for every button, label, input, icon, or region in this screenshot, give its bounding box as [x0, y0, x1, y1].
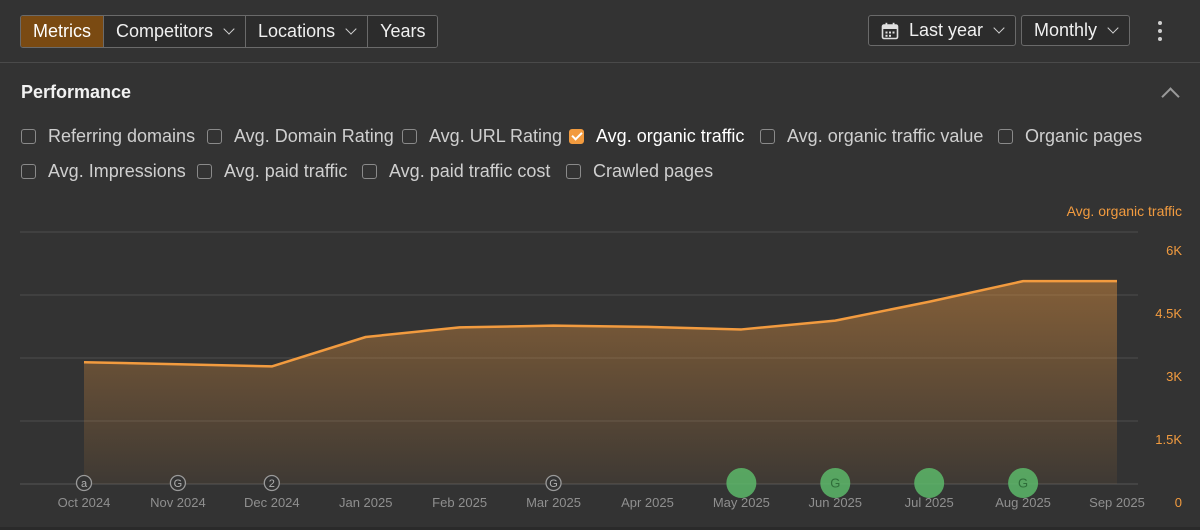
metric-avg-organic-traffic[interactable]: Avg. organic traffic	[569, 126, 744, 147]
calendar-icon	[881, 22, 899, 39]
divider	[0, 527, 1200, 530]
metric-label: Avg. URL Rating	[429, 126, 563, 146]
metric-avg-paid-traffic-cost[interactable]: Avg. paid traffic cost	[362, 161, 550, 182]
x-tick-label: Dec 2024	[244, 495, 300, 510]
checkbox[interactable]	[402, 129, 417, 144]
y-tick-label: 3K	[1166, 369, 1182, 384]
metric-organic-pages[interactable]: Organic pages	[998, 126, 1142, 147]
tab-locations-label: Locations	[258, 21, 336, 41]
toolbar: Metrics Competitors Locations Years Last…	[0, 0, 1200, 63]
series-line	[83, 279, 1117, 368]
y-tick-label: 1.5K	[1155, 432, 1182, 447]
event-marker-label: a	[81, 478, 88, 490]
checkbox[interactable]	[998, 129, 1013, 144]
metric-avg-impressions[interactable]: Avg. Impressions	[21, 161, 186, 182]
metric-crawled-pages[interactable]: Crawled pages	[566, 161, 713, 182]
date-range-label: Last year	[909, 20, 984, 40]
update-marker	[820, 468, 851, 498]
granularity-label: Monthly	[1034, 20, 1098, 40]
x-tick-label: Nov 2024	[150, 495, 206, 510]
x-tick-label: Sep 2025	[1089, 495, 1145, 510]
checkbox[interactable]	[760, 129, 775, 144]
update-marker-label: G	[830, 476, 840, 491]
checkbox[interactable]	[362, 164, 377, 179]
event-marker	[545, 474, 562, 492]
x-tick-label: Jan 2025	[339, 495, 393, 510]
update-marker	[914, 468, 945, 498]
view-tabs: Metrics Competitors Locations Years	[20, 15, 439, 48]
checkbox[interactable]	[21, 129, 36, 144]
update-marker-label: G	[1018, 476, 1028, 491]
checkbox[interactable]	[207, 129, 222, 144]
metric-avg-url-rating[interactable]: Avg. URL Rating	[402, 126, 562, 147]
metric-label: Referring domains	[48, 126, 196, 146]
y-tick-label: 0	[1175, 495, 1182, 510]
update-marker	[726, 468, 757, 498]
metric-label: Avg. Impressions	[48, 161, 186, 181]
tab-metrics-label: Metrics	[33, 21, 91, 41]
tab-years-label: Years	[380, 21, 426, 41]
tab-competitors[interactable]: Competitors	[104, 16, 247, 47]
x-tick-label: Jul 2025	[905, 495, 954, 510]
event-marker-label: 2	[269, 478, 275, 490]
metric-label: Avg. organic traffic value	[787, 126, 984, 146]
date-range-dropdown[interactable]: Last year	[868, 15, 1017, 46]
metric-label: Organic pages	[1025, 126, 1143, 146]
y-tick-label: 6K	[1166, 243, 1182, 258]
y-tick-label: 4.5K	[1155, 306, 1182, 321]
x-tick-label: Jun 2025	[809, 495, 863, 510]
update-marker	[1008, 468, 1039, 498]
more-options-icon[interactable]	[1150, 18, 1170, 44]
metric-label: Crawled pages	[593, 161, 714, 181]
metric-avg-organic-traffic-value[interactable]: Avg. organic traffic value	[760, 126, 983, 147]
x-tick-label: Oct 2024	[58, 495, 111, 510]
granularity-dropdown[interactable]: Monthly	[1021, 15, 1131, 46]
event-marker-label: G	[174, 478, 183, 490]
series-axis-label: Avg. organic traffic	[1066, 203, 1182, 219]
checkbox-checked[interactable]	[569, 129, 584, 144]
checkbox[interactable]	[197, 164, 212, 179]
event-marker	[169, 474, 187, 492]
x-tick-label: May 2025	[713, 495, 770, 510]
metric-avg-paid-traffic[interactable]: Avg. paid traffic	[197, 161, 347, 182]
metric-avg-domain-rating[interactable]: Avg. Domain Rating	[207, 126, 394, 147]
x-tick-label: Apr 2025	[621, 495, 674, 510]
tab-competitors-label: Competitors	[116, 21, 214, 41]
x-tick-label: Mar 2025	[526, 495, 581, 510]
metric-referring-domains[interactable]: Referring domains	[21, 126, 195, 147]
metric-label: Avg. paid traffic cost	[389, 161, 551, 181]
section-title: Performance	[21, 82, 132, 102]
x-tick-label: Aug 2025	[995, 495, 1051, 510]
event-marker-label: G	[549, 478, 558, 490]
metric-label: Avg. organic traffic	[596, 126, 745, 146]
series-area	[84, 281, 1117, 484]
tab-years[interactable]: Years	[368, 16, 438, 47]
tab-metrics[interactable]: Metrics	[21, 16, 104, 47]
checkbox[interactable]	[566, 164, 581, 179]
event-marker	[263, 474, 280, 492]
metric-label: Avg. Domain Rating	[234, 126, 394, 146]
event-marker	[75, 474, 93, 492]
x-tick-label: Feb 2025	[432, 495, 487, 510]
checkbox[interactable]	[21, 164, 36, 179]
tab-locations[interactable]: Locations	[246, 16, 369, 47]
metric-label: Avg. paid traffic	[224, 161, 348, 181]
